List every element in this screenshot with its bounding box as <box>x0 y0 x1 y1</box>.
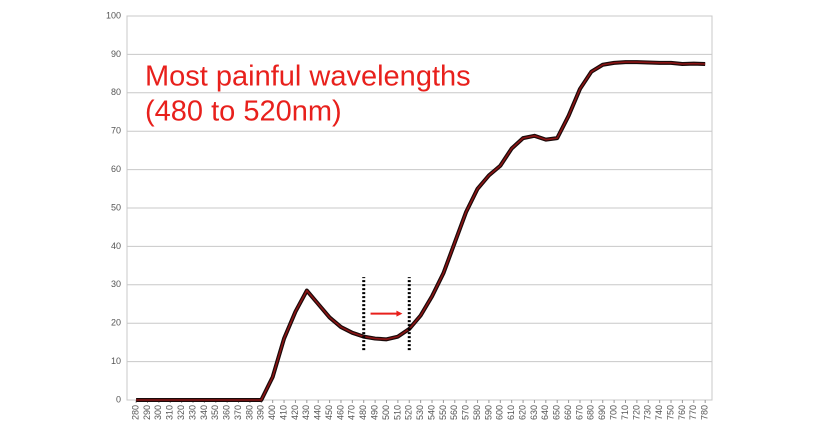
y-tick-label: 90 <box>111 49 121 59</box>
annotation: (480 to 520nm) <box>145 96 342 128</box>
x-tick-label: 280 <box>130 405 140 420</box>
arrow-head <box>396 310 403 317</box>
x-tick-label: 730 <box>643 405 653 420</box>
x-tick-label: 670 <box>574 405 584 420</box>
x-tick-label: 480 <box>358 405 368 420</box>
x-tick-label: 710 <box>620 405 630 420</box>
line <box>136 61 706 401</box>
x-tick-label: 610 <box>506 405 516 420</box>
x-tick-label: 490 <box>369 405 379 420</box>
x-tick-label: 640 <box>540 405 550 420</box>
x-tick-label: 580 <box>472 405 482 420</box>
x-tick-label: 660 <box>563 405 573 420</box>
x-tick-label: 290 <box>142 405 152 420</box>
x-tick-label: 650 <box>552 405 562 420</box>
x-tick-label: 380 <box>244 405 254 420</box>
x-tick-label: 360 <box>222 405 232 420</box>
x-tick-label: 350 <box>210 405 220 420</box>
x-tick-label: 590 <box>483 405 493 420</box>
x-tick-label: 410 <box>278 405 288 420</box>
x-tick-label: 560 <box>449 405 459 420</box>
x-tick-label: 570 <box>461 405 471 420</box>
x-tick-label: 330 <box>187 405 197 420</box>
x-tick-label: 680 <box>586 405 596 420</box>
x-tick-label: 630 <box>529 405 539 420</box>
x-tick-label: 520 <box>404 405 414 420</box>
y-tick-label: 70 <box>111 126 121 136</box>
x-tick-label: 550 <box>438 405 448 420</box>
x-tick-label: 320 <box>176 405 186 420</box>
y-tick-label: 20 <box>111 318 121 328</box>
x-tick-label: 690 <box>597 405 607 420</box>
x-tick-label: 400 <box>267 405 277 420</box>
x-tick-label: 470 <box>347 405 357 420</box>
x-tick-label: 780 <box>700 405 710 420</box>
x-tick-label: 460 <box>335 405 345 420</box>
x-tick-label: 540 <box>426 405 436 420</box>
y-tick-label: 100 <box>106 10 121 20</box>
x-tick-label: 420 <box>290 405 300 420</box>
x-tick-label: 300 <box>153 405 163 420</box>
y-tick-label: 60 <box>111 164 121 174</box>
x-tick-label: 310 <box>165 405 175 420</box>
x-tick-label: 740 <box>654 405 664 420</box>
y-tick-label: 10 <box>111 356 121 366</box>
x-tick-label: 620 <box>517 405 527 420</box>
y-tick-label: 40 <box>111 241 121 251</box>
x-tick-label: 500 <box>381 405 391 420</box>
x-tick-label: 750 <box>665 405 675 420</box>
annotation: Most painful wavelengths <box>145 61 471 93</box>
y-tick-label: 0 <box>116 394 121 404</box>
y-tick-label: 30 <box>111 279 121 289</box>
x-tick-label: 450 <box>324 405 334 420</box>
x-tick-label: 760 <box>677 405 687 420</box>
x-tick-label: 720 <box>631 405 641 420</box>
y-tick-label: 50 <box>111 202 121 212</box>
x-tick-label: 600 <box>495 405 505 420</box>
x-tick-label: 430 <box>301 405 311 420</box>
x-tick-label: 770 <box>688 405 698 420</box>
x-tick-label: 370 <box>233 405 243 420</box>
x-tick-label: 440 <box>313 405 323 420</box>
x-tick-label: 510 <box>392 405 402 420</box>
y-tick-label: 80 <box>111 87 121 97</box>
x-tick-label: 530 <box>415 405 425 420</box>
x-tick-label: 700 <box>608 405 618 420</box>
x-tick-label: 340 <box>199 405 209 420</box>
x-tick-label: 390 <box>256 405 266 420</box>
